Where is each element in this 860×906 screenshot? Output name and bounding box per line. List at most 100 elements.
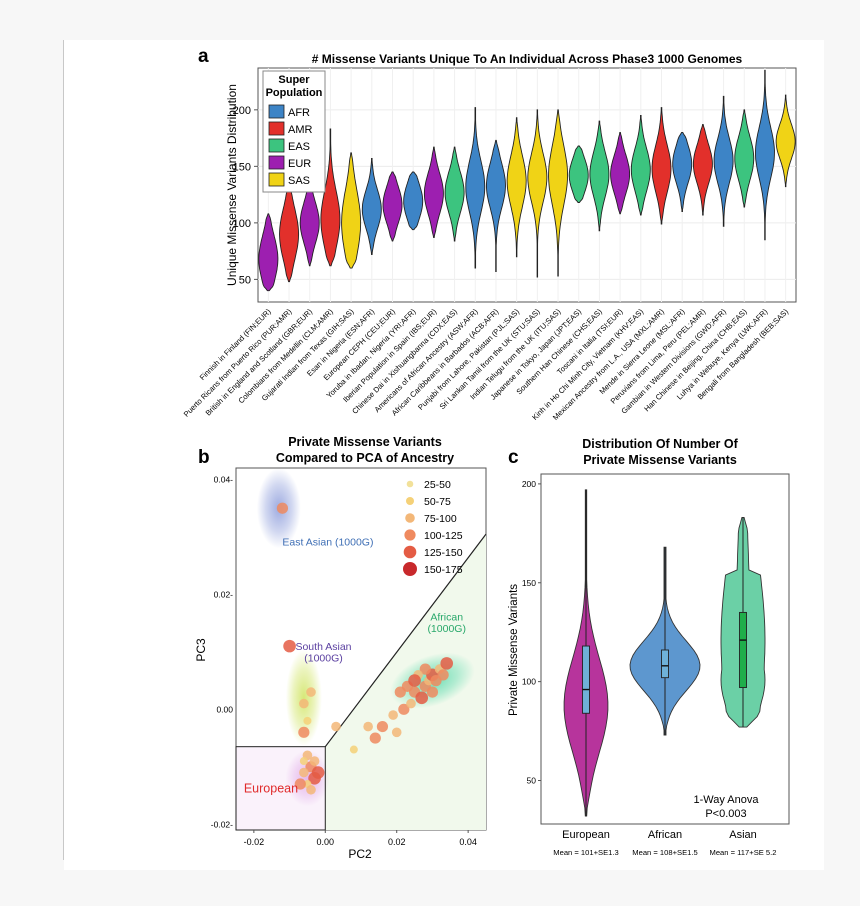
violin <box>630 115 651 216</box>
chart-title: # Missense Variants Unique To An Individ… <box>312 52 743 66</box>
legend-label: AMR <box>288 124 313 136</box>
x-tick-label: Asian <box>729 829 757 841</box>
x-tick-label: -0.02 <box>244 837 265 847</box>
region-label-african: African <box>430 611 463 623</box>
x-tick-label: 0.02 <box>388 837 406 847</box>
x-tick-labels: European Mean = 101+SE1.3 African Mean = 10… <box>553 829 776 857</box>
violins <box>563 489 766 817</box>
violin <box>320 128 341 267</box>
legend-label: 150-175 <box>424 564 463 576</box>
panel-label-b: b <box>198 447 210 468</box>
data-point <box>294 778 306 790</box>
data-point <box>299 767 309 778</box>
legend-label: EAS <box>288 141 310 153</box>
region-label-african-sub: (1000G) <box>427 623 466 635</box>
legend-label: 75-100 <box>424 513 457 525</box>
violin <box>651 107 672 225</box>
chart-title-line2: Compared to PCA of Ancestry <box>276 451 454 465</box>
iqr-box <box>739 611 747 689</box>
data-point <box>376 720 389 733</box>
data-point <box>306 687 316 697</box>
data-point <box>440 657 454 670</box>
violin <box>568 145 589 203</box>
y-axis-title: Private Missense Variants <box>508 584 520 716</box>
y-tick-label: 150 <box>233 161 251 173</box>
x-tick-label: European <box>562 829 610 841</box>
violin <box>713 95 734 227</box>
chart-title-line1: Distribution Of Number Of <box>582 437 738 451</box>
data-point <box>331 721 341 732</box>
data-point <box>426 686 439 698</box>
european-box <box>235 746 326 831</box>
data-point <box>363 721 373 732</box>
y-tick-label: 50 <box>527 775 537 785</box>
legend-label: 25-50 <box>424 479 451 491</box>
legend-label: EUR <box>288 158 311 170</box>
mean-label: Mean = 117+SE 5.2 <box>710 848 777 857</box>
violin <box>485 139 506 272</box>
y-axis: 50 100 150 200 <box>522 479 541 785</box>
data-point <box>437 669 449 681</box>
anova-p-value: P<0.003 <box>705 808 746 820</box>
legend-label: SAS <box>288 175 310 187</box>
violin <box>506 117 527 258</box>
legend-marker <box>406 480 414 488</box>
data-point <box>309 756 320 766</box>
region-label-south-asian: South Asian <box>295 641 351 653</box>
iqr-box <box>582 645 590 714</box>
plot-frame <box>257 67 797 303</box>
violin <box>361 157 382 255</box>
legend-swatch <box>268 138 285 153</box>
data-point <box>283 639 296 653</box>
data-point <box>391 727 402 738</box>
chart-title-line2: Private Missense Variants <box>583 453 737 467</box>
points <box>276 502 454 795</box>
legend-swatch <box>268 155 285 170</box>
iqr-box <box>661 649 669 679</box>
legend-marker <box>405 513 415 523</box>
legend: 25-50 50-75 75-100 100-125 125-150 150-175 <box>403 479 463 576</box>
y-axis-title: Unique Missense Variants Distribution <box>225 84 239 286</box>
x-tick-label: African <box>648 829 682 841</box>
south-asian-cloud <box>285 649 322 746</box>
violin <box>692 124 713 216</box>
x-tick-label: 0.00 <box>317 837 335 847</box>
y-tick-label: 200 <box>522 479 536 489</box>
violin <box>403 171 424 231</box>
y-tick-label: 150 <box>522 578 536 588</box>
panel-label-a: a <box>198 46 209 67</box>
data-point <box>303 716 312 725</box>
axes: -0.02 0.00 0.02 0.04 0.04- 0.02- 0.00 -0.02- <box>211 474 477 847</box>
x-tick-label: 0.04 <box>459 837 477 847</box>
data-point <box>311 766 325 779</box>
violin <box>672 131 693 213</box>
data-point <box>276 502 289 514</box>
y-axis-title: PC3 <box>194 638 208 662</box>
panel-a: a # Missense Variants Unique To An Indiv… <box>182 46 797 422</box>
panel-b: b Private Missense Variants Compared to … <box>194 435 487 861</box>
violin <box>527 109 548 278</box>
legend-swatch <box>268 172 285 187</box>
y-tick-label: -0.02- <box>211 819 233 829</box>
y-tick-label: 100 <box>522 677 536 687</box>
violins <box>258 69 796 292</box>
data-point <box>349 745 358 754</box>
mean-label: Mean = 108+SE1.5 <box>632 848 697 857</box>
violin <box>610 131 631 215</box>
legend-marker <box>404 529 416 541</box>
violin <box>734 109 755 208</box>
violin <box>444 146 465 242</box>
african-divider-line <box>324 533 487 748</box>
data-point <box>415 691 429 705</box>
legend-swatch <box>268 104 285 119</box>
y-tick-label: 0.00 <box>216 704 233 714</box>
y-tick-label: 200 <box>233 105 251 117</box>
region-label-south-asian-sub: (1000G) <box>304 653 343 665</box>
legend-marker <box>403 545 417 559</box>
legend-marker <box>403 562 417 576</box>
legend-marker <box>406 497 414 505</box>
y-tick-label: 100 <box>233 218 251 230</box>
x-axis-title: PC2 <box>348 847 372 861</box>
violin <box>382 171 403 242</box>
